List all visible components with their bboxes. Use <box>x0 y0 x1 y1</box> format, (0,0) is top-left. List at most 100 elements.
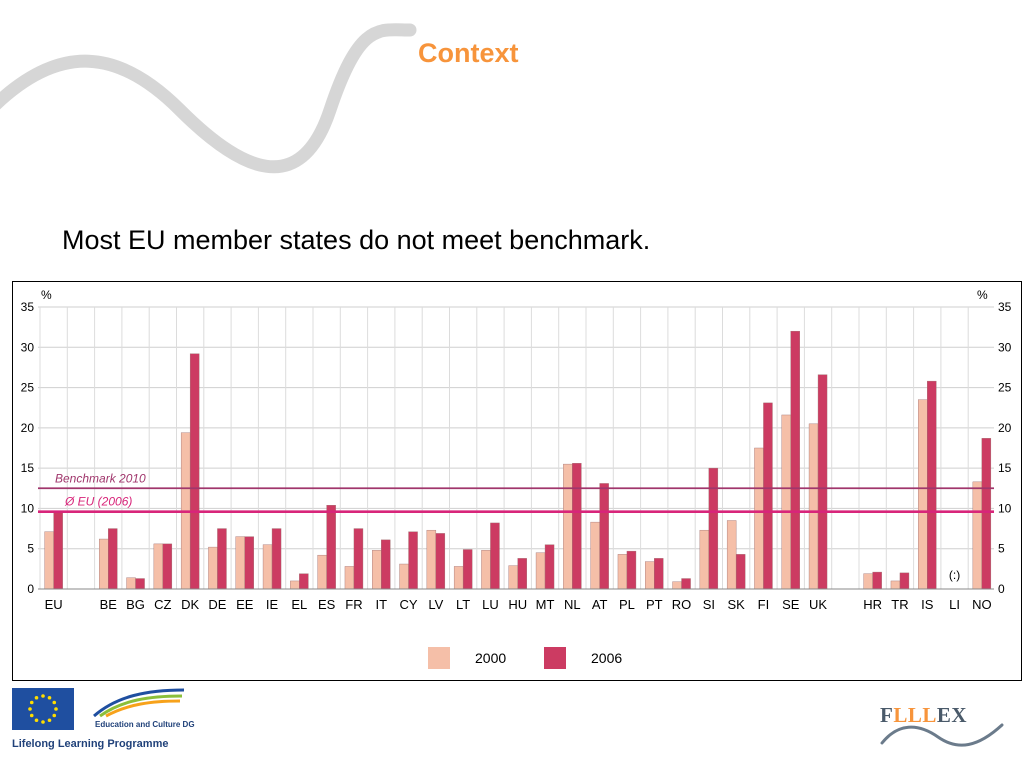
x-tick-NO: NO <box>972 597 992 612</box>
x-tick-LV: LV <box>428 597 443 612</box>
bar-2000-SI <box>699 529 710 590</box>
bar-2006-IS <box>927 380 937 590</box>
x-tick-CY: CY <box>400 597 418 612</box>
x-tick-PT: PT <box>646 597 663 612</box>
eu-star-icon <box>47 718 52 723</box>
legend-label-2006: 2006 <box>591 650 622 666</box>
logo-text-mid: LLL <box>893 703 937 727</box>
bar-2000-BE <box>99 538 109 590</box>
bar-2006-IT <box>381 539 391 590</box>
y-tick-left: 0 <box>27 582 34 596</box>
eu-star-icon <box>41 694 45 698</box>
bar-2000-PT <box>645 561 655 590</box>
bar-2000-NL <box>563 463 573 590</box>
bar-2006-NL <box>572 463 582 590</box>
flllex-swoosh-icon <box>880 723 1004 747</box>
x-tick-SE: SE <box>782 597 800 612</box>
benchmark-label: Benchmark 2010 <box>55 471 146 485</box>
bar-2000-ES <box>317 554 327 590</box>
x-tick-FR: FR <box>345 597 362 612</box>
bar-2000-SK <box>726 520 737 590</box>
bar-2006-FI <box>763 402 773 590</box>
bar-2000-IS <box>918 399 928 590</box>
bar-2006-LT <box>462 549 473 590</box>
eu-star-icon <box>29 700 34 705</box>
x-tick-IE: IE <box>266 597 279 612</box>
x-tick-UK: UK <box>809 597 827 612</box>
bar-2000-HR <box>863 573 873 590</box>
x-tick-PL: PL <box>619 597 635 612</box>
bar-2006-PT <box>654 558 664 590</box>
y-tick-left: 30 <box>21 340 35 354</box>
bar-2000-IT <box>372 550 382 590</box>
x-tick-IT: IT <box>375 597 387 612</box>
bar-2000-FI <box>754 447 764 590</box>
x-tick-CZ: CZ <box>154 597 171 612</box>
bar-2006-ES <box>326 505 336 590</box>
x-tick-AT: AT <box>592 597 608 612</box>
bar-2006-SI <box>708 467 719 590</box>
x-tick-FI: FI <box>758 597 770 612</box>
eu-star-icon <box>29 713 34 718</box>
bar-chart: Benchmark 2010 Ø EU (2006) 0 0 5 5 10 10 15 15 20 2… <box>21 288 1012 669</box>
x-tick-NL: NL <box>564 597 581 612</box>
eu-star-icon <box>41 720 45 724</box>
x-tick-EE: EE <box>236 597 254 612</box>
bar-2006-BE <box>108 528 118 590</box>
bar-2000-SE <box>781 414 791 590</box>
bar-2006-CZ <box>162 543 173 590</box>
bar-2000-RO <box>672 581 682 590</box>
programme-label: Lifelong Learning Programme <box>12 738 169 750</box>
bar-2006-MT <box>544 544 555 590</box>
bar-2006-CY <box>408 531 418 590</box>
x-tick-HU: HU <box>508 597 527 612</box>
eu-star-icon <box>34 718 39 723</box>
y-tick-right: 15 <box>998 461 1012 475</box>
bar-2000-NO <box>972 481 983 590</box>
bar-2006-UK <box>817 374 828 590</box>
bar-2000-LU <box>481 550 491 590</box>
bar-2000-LV <box>426 529 437 590</box>
bar-2006-DE <box>217 528 227 590</box>
bar-2006-PL <box>626 550 637 590</box>
dg-label: Education and Culture DG <box>95 720 195 729</box>
bar-2000-TR <box>890 580 901 590</box>
bar-2000-DE <box>208 546 218 590</box>
eu-star-icon <box>47 695 52 700</box>
bar-2000-LT <box>453 566 464 590</box>
y-tick-left: 15 <box>21 461 35 475</box>
y-tick-left: 25 <box>21 381 35 395</box>
y-tick-left: 20 <box>21 421 35 435</box>
slide-title: Context <box>418 38 519 68</box>
chart-container: Benchmark 2010 Ø EU (2006) 0 0 5 5 10 10 15 15 20 2… <box>12 281 1022 681</box>
y-tick-right: 30 <box>998 340 1012 354</box>
bar-2006-DK <box>189 353 200 590</box>
slide-subtitle: Most EU member states do not meet benchm… <box>62 225 651 255</box>
x-tick-EL: EL <box>291 597 307 612</box>
x-tick-EU: EU <box>45 597 63 612</box>
bar-2006-BG <box>135 578 145 590</box>
eu-star-icon <box>28 707 32 711</box>
x-tick-RO: RO <box>672 597 692 612</box>
x-tick-ES: ES <box>318 597 336 612</box>
y-tick-right: 35 <box>998 300 1012 314</box>
eu-flag-icon <box>12 688 74 730</box>
bar-2000-EL <box>290 580 300 590</box>
legend-swatch-2006 <box>544 647 566 669</box>
eu-stars-icon <box>28 694 58 724</box>
x-tick-LI: LI <box>949 597 960 612</box>
bar-2000-UK <box>808 423 819 590</box>
bar-2000-MT <box>535 552 546 590</box>
flllex-logo-text: FLLLEX <box>880 703 967 728</box>
x-tick-SK: SK <box>727 597 745 612</box>
x-tick-TR: TR <box>891 597 908 612</box>
x-tick-BE: BE <box>100 597 118 612</box>
x-tick-BG: BG <box>126 597 145 612</box>
y-tick-left: 35 <box>21 300 35 314</box>
annotation-LI: (:) <box>949 568 960 582</box>
bar-2006-AT <box>599 483 609 590</box>
decorative-swoosh <box>0 23 417 174</box>
bar-2000-PL <box>617 554 628 590</box>
bar-2006-SE <box>790 330 800 590</box>
bar-2006-NO <box>981 438 992 590</box>
